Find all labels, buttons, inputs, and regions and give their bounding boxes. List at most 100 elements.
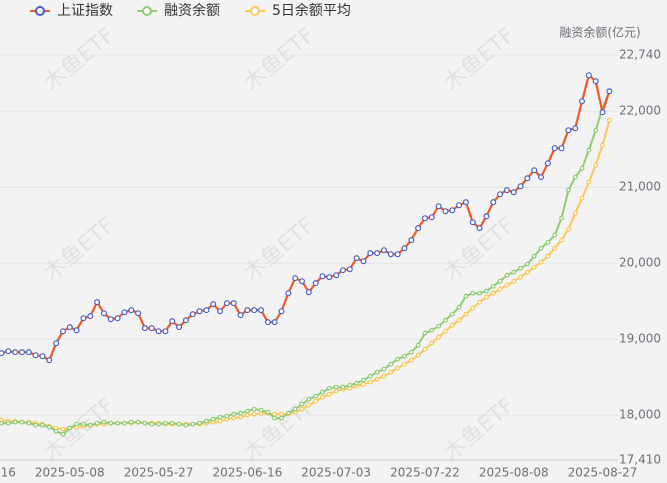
data-point [292,406,298,412]
data-point [504,272,510,278]
data-point [313,393,319,399]
data-point [442,208,449,215]
data-point [347,382,353,388]
data-point [272,415,278,421]
legend-item: 上证指数 [30,3,113,19]
data-point [470,290,476,296]
data-point [436,334,442,340]
data-point [217,418,223,424]
data-point [531,253,537,259]
data-point [285,290,292,297]
data-point [107,316,114,323]
legend-label: 融资余额 [164,2,220,19]
data-point [538,174,545,181]
data-point [388,369,394,375]
data-point [415,342,421,348]
data-point [53,428,59,434]
data-point [606,117,612,123]
data-point [32,352,39,359]
data-point [503,187,510,194]
data-point [87,422,93,428]
data-point [484,288,489,294]
data-point [0,350,5,357]
data-point [435,203,442,210]
data-point [593,162,599,168]
data-point [272,411,278,417]
data-point [306,402,312,408]
data-point [251,411,257,417]
data-point [361,377,366,383]
data-point [429,340,435,346]
data-point [600,142,605,148]
data-point [33,422,39,428]
data-point [94,299,101,306]
data-point [217,308,224,315]
data-point [320,389,325,395]
data-point [517,183,524,190]
data-point [565,226,571,232]
data-point [367,250,374,257]
data-point [470,305,476,311]
data-point [544,160,551,167]
data-point [545,239,551,245]
data-point [313,398,319,404]
data-point [319,273,326,280]
data-point [196,308,203,315]
data-point [531,167,538,174]
x-tick-label: 2025-05-08 [35,466,105,480]
data-point [558,145,565,152]
legend-marker [250,6,260,16]
data-point [552,232,558,238]
data-point [353,255,360,262]
data-point [606,88,613,95]
data-point [456,304,462,310]
data-point [74,421,80,427]
data-point [402,353,407,359]
data-point [333,272,340,279]
legend-item: 融资余额 [137,2,220,19]
data-point [244,412,250,418]
data-point [176,324,183,331]
data-point [326,274,333,281]
data-point [367,379,373,385]
data-point [40,422,45,428]
data-point [333,384,339,390]
data-point [367,373,373,379]
data-point [299,401,305,407]
data-point [60,426,66,432]
data-point [135,419,141,425]
data-point [408,357,414,363]
data-point [449,322,455,328]
data-point [114,315,121,322]
data-point [189,311,196,318]
data-point [511,278,517,284]
data-point [203,307,210,314]
data-point [443,317,448,323]
data-point [264,319,271,326]
data-point [395,356,401,362]
data-point [100,310,107,317]
data-point [223,300,230,307]
data-point [408,237,415,244]
data-point [320,394,325,400]
data-point [449,311,455,317]
data-point [101,419,107,425]
data-point [456,317,462,323]
data-point [476,225,483,232]
data-point [26,420,32,426]
data-point [422,330,428,336]
data-point [497,286,503,292]
data-point [443,328,448,334]
data-point [80,315,87,322]
data-point [394,251,401,258]
data-point [518,265,523,271]
data-point [525,269,530,275]
data-point [422,346,428,352]
data-point [60,431,66,437]
data-point [238,414,243,420]
data-point [579,98,586,105]
data-point [299,278,306,285]
legend-marker [35,6,45,16]
data-point [490,199,497,206]
